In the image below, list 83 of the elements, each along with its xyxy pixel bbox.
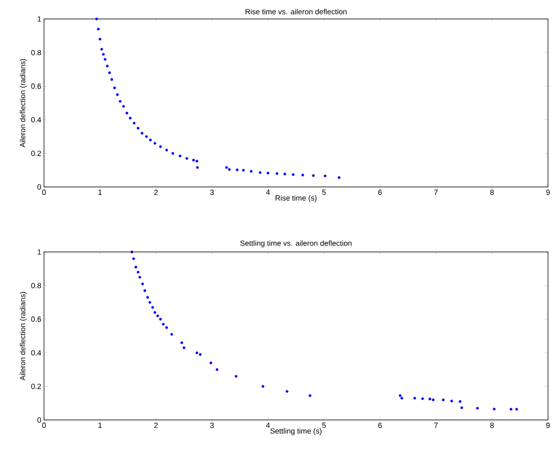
point	[432, 398, 435, 402]
point	[225, 166, 228, 169]
point	[413, 396, 416, 400]
point	[266, 172, 270, 174]
point	[102, 52, 105, 56]
point	[196, 166, 199, 169]
point	[192, 158, 195, 162]
point	[162, 322, 165, 326]
point	[308, 394, 312, 397]
point	[159, 145, 162, 148]
point	[196, 351, 198, 354]
point	[442, 398, 445, 402]
point	[216, 368, 218, 371]
point	[165, 326, 168, 329]
point	[171, 152, 174, 155]
point	[126, 112, 128, 114]
point	[460, 406, 464, 410]
point	[338, 176, 340, 179]
point	[154, 142, 156, 145]
point	[132, 122, 136, 124]
point	[196, 160, 198, 162]
point	[165, 148, 168, 152]
point	[210, 362, 212, 364]
point	[301, 174, 304, 176]
point	[458, 400, 462, 403]
point	[400, 396, 404, 400]
point	[122, 104, 125, 108]
point	[116, 93, 119, 96]
point	[140, 132, 144, 135]
point	[312, 174, 315, 177]
point	[136, 126, 140, 130]
point	[96, 28, 100, 30]
point	[283, 172, 286, 176]
point	[182, 346, 186, 350]
point	[159, 318, 162, 321]
point	[113, 86, 116, 90]
point	[141, 282, 144, 286]
point	[185, 157, 188, 160]
point	[118, 100, 122, 103]
point	[170, 332, 174, 336]
point	[106, 64, 109, 68]
point	[154, 311, 156, 314]
point	[151, 306, 154, 309]
point	[130, 250, 134, 254]
point	[132, 257, 135, 260]
point	[262, 385, 264, 388]
point	[98, 38, 102, 40]
point	[398, 394, 402, 397]
point	[136, 270, 140, 274]
point	[134, 266, 138, 268]
point	[324, 174, 326, 178]
point	[95, 18, 98, 20]
point	[421, 397, 424, 400]
point	[100, 48, 104, 51]
point	[178, 154, 182, 158]
point	[128, 116, 132, 120]
point	[234, 374, 238, 378]
point	[198, 353, 202, 356]
point	[236, 168, 239, 172]
point	[145, 135, 148, 138]
point	[286, 390, 288, 393]
point	[180, 341, 184, 344]
point	[250, 170, 253, 173]
point	[515, 408, 518, 411]
point	[450, 400, 454, 402]
point	[110, 78, 114, 81]
point	[143, 289, 146, 292]
point	[108, 71, 111, 74]
point	[258, 171, 262, 174]
point	[138, 276, 142, 279]
point	[510, 408, 512, 411]
point	[149, 138, 152, 142]
point	[148, 301, 152, 304]
point	[104, 58, 106, 61]
point	[292, 173, 295, 176]
point	[146, 296, 149, 299]
point	[276, 172, 278, 175]
point	[242, 168, 245, 172]
point	[156, 314, 160, 318]
point	[476, 406, 479, 410]
point	[428, 398, 432, 400]
point	[228, 168, 231, 171]
point	[492, 408, 496, 410]
